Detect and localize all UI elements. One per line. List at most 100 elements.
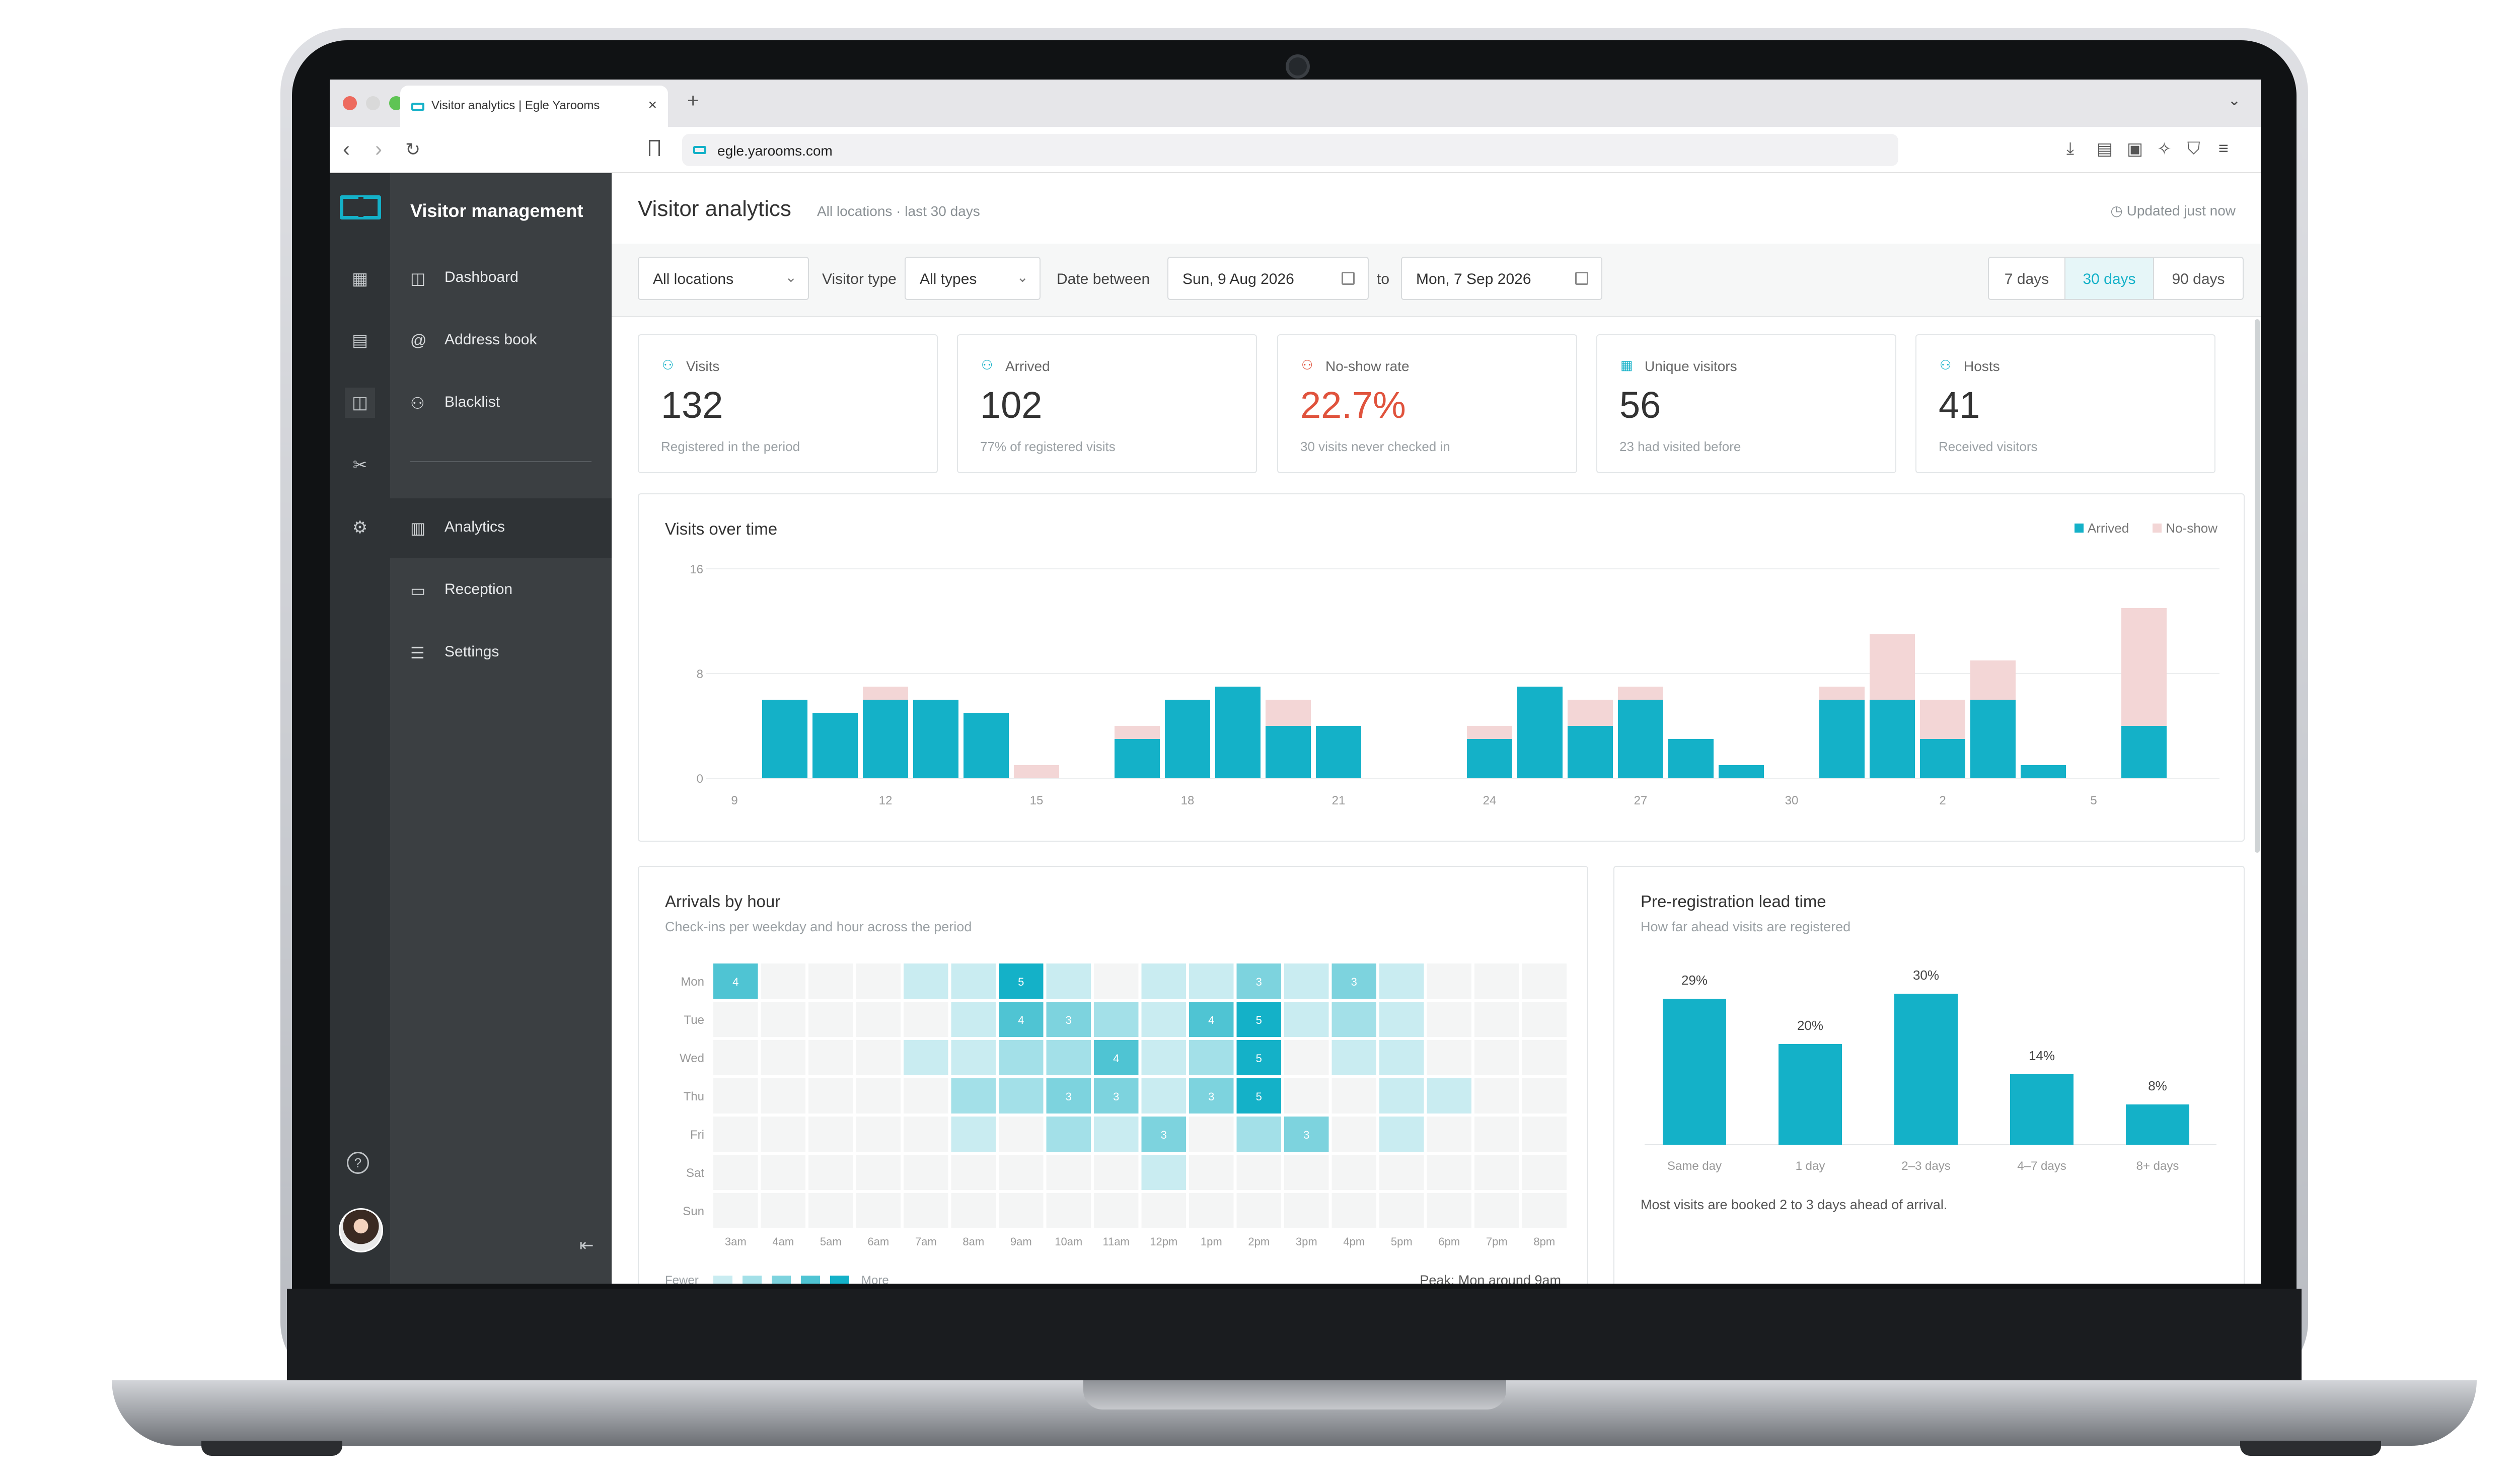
- heat-cell: [808, 1078, 853, 1114]
- heat-cell: [713, 1155, 758, 1190]
- address-bar[interactable]: egle.yarooms.com: [682, 134, 1898, 166]
- heat-cell: [1236, 1193, 1281, 1228]
- help-icon[interactable]: ?: [347, 1152, 369, 1174]
- bar-arrived: [1970, 700, 2016, 778]
- building-icon[interactable]: ▦: [351, 269, 368, 288]
- screen-chin: [287, 1289, 2302, 1389]
- lead-bar: [2010, 1074, 2074, 1145]
- heat-cell: [1284, 1193, 1329, 1228]
- sidebar-item-address-book[interactable]: @ Address book: [390, 311, 612, 370]
- heat-cell: [1379, 1002, 1424, 1037]
- browser-tab[interactable]: Visitor analytics | Egle Yarooms ×: [400, 86, 668, 127]
- site-icon: [693, 146, 706, 154]
- heatmap-svg: Mon 4 5 3 3 Tue 4 3 4 5 Wed 4 5 Thu 3 3 3 5 Fri 3 3 Sat Sun 3am…: [680, 963, 1567, 1284]
- gear-icon[interactable]: ⚙: [352, 518, 368, 537]
- collapse-sidebar-icon[interactable]: ⇤: [579, 1236, 594, 1255]
- wallet-icon[interactable]: ▣: [2127, 139, 2143, 159]
- sidebar-item-dashboard[interactable]: ◫ Dashboard: [390, 249, 612, 308]
- main-content: Visitor analytics All locations · last 3…: [612, 173, 2261, 1284]
- heat-cell: [1427, 963, 1471, 999]
- bookmark-icon[interactable]: [649, 140, 660, 156]
- range-90-days-button[interactable]: 90 days: [2153, 257, 2244, 300]
- heat-cell: [951, 1193, 996, 1228]
- avatar[interactable]: [339, 1208, 383, 1252]
- bar-arrived: [1568, 726, 1613, 778]
- bar-arrived: [2121, 726, 2167, 778]
- heat-cell-value: 3: [1256, 976, 1262, 988]
- heat-cell: [1094, 1040, 1139, 1075]
- heat-cell: [1284, 1117, 1329, 1152]
- sidebar: ▦ ▤ ◫ ✂ ⚙ ? Visitor management ◫ Dashboa…: [330, 173, 612, 1284]
- legend-label-arrived: Arrived: [2087, 521, 2129, 536]
- sidebar-item-label: Reception: [445, 581, 513, 598]
- tools-icon[interactable]: ✂: [352, 456, 367, 475]
- column-label: 6am: [867, 1235, 889, 1248]
- chart-subtitle: Check-ins per weekday and hour across th…: [665, 919, 972, 934]
- new-tab-icon[interactable]: +: [687, 90, 699, 112]
- bar-no-show: [1266, 700, 1311, 726]
- sidebar-toggle-icon[interactable]: ▤: [2097, 139, 2113, 159]
- range-7-days-button[interactable]: 7 days: [1988, 257, 2065, 300]
- bar-arrived: [812, 713, 858, 778]
- heat-cell: [761, 1078, 805, 1114]
- column-label: 6pm: [1438, 1235, 1460, 1248]
- category-label: 4–7 days: [2017, 1159, 2066, 1173]
- chevron-down-icon[interactable]: ⌄: [2228, 92, 2241, 109]
- category-label: 2–3 days: [1901, 1159, 1950, 1173]
- clock-icon: ◷: [2110, 203, 2127, 218]
- yarooms-logo-icon[interactable]: [340, 195, 381, 219]
- hosts-icon: ⚇: [1940, 357, 1952, 373]
- heat-cell: [1236, 963, 1281, 999]
- minimize-window-button[interactable]: [366, 96, 380, 110]
- browser-window: Visitor analytics | Egle Yarooms × + ⌄ ‹…: [330, 80, 2261, 1284]
- kpi-subtext: Received visitors: [1939, 439, 2038, 454]
- scrollbar[interactable]: [2255, 319, 2260, 853]
- close-window-button[interactable]: [343, 96, 357, 110]
- range-30-days-button[interactable]: 30 days: [2064, 257, 2154, 300]
- menu-icon[interactable]: ≡: [2218, 139, 2229, 158]
- x-tick-label: 12: [879, 794, 893, 807]
- heat-cell: [1046, 1155, 1091, 1190]
- heat-cell: [1379, 1040, 1424, 1075]
- sidebar-item-reception[interactable]: ▭ Reception: [390, 561, 612, 620]
- calendar-icon[interactable]: ▤: [351, 331, 368, 350]
- heat-cell: [1046, 1078, 1091, 1114]
- reload-icon[interactable]: ↻: [405, 139, 421, 160]
- date-to-value: Mon, 7 Sep 2026: [1416, 271, 1531, 287]
- date-from-input[interactable]: Sun, 9 Aug 2026: [1167, 257, 1369, 300]
- visitor-type-select[interactable]: All types ⌄: [905, 257, 1041, 300]
- lead-time-svg: 29% Same day 20% 1 day 30% 2–3 days 14% 4–7 day…: [1645, 968, 2216, 1173]
- sidebar-item-analytics[interactable]: ▥ Analytics: [390, 498, 612, 558]
- heat-cell: [761, 1040, 805, 1075]
- heat-cell: [904, 1155, 948, 1190]
- heat-cell: [1094, 1155, 1139, 1190]
- heat-cell: [808, 1193, 853, 1228]
- sidebar-item-settings[interactable]: ☰ Settings: [390, 623, 612, 683]
- heat-cell-value: 3: [1113, 1090, 1119, 1103]
- sliders-icon: ☰: [410, 644, 425, 662]
- close-tab-icon[interactable]: ×: [648, 97, 657, 113]
- back-icon[interactable]: ‹: [343, 137, 350, 161]
- ai-sparkle-icon[interactable]: ✧: [2157, 139, 2172, 159]
- download-icon[interactable]: ⤓: [2066, 139, 2075, 158]
- heat-cell: [1236, 1002, 1281, 1037]
- shield-icon[interactable]: ⛉: [2187, 139, 2200, 158]
- sidebar-item-blacklist[interactable]: ⚇ Blacklist: [390, 374, 612, 433]
- forward-icon[interactable]: ›: [375, 137, 382, 161]
- x-tick-label: 30: [1785, 794, 1799, 807]
- visitor-badge-icon[interactable]: ◫: [345, 388, 375, 418]
- chevron-down-icon: ⌄: [785, 269, 797, 285]
- bar-arrived: [1870, 700, 1915, 778]
- chart-title: Arrivals by hour: [665, 892, 781, 911]
- heat-cell: [1094, 1117, 1139, 1152]
- legend-label-no-show: No-show: [2166, 521, 2217, 536]
- column-label: 2pm: [1248, 1235, 1270, 1248]
- heat-cell: [904, 1193, 948, 1228]
- heat-cell-value: 4: [1018, 1014, 1024, 1026]
- heat-cell: [1094, 1002, 1139, 1037]
- date-to-input[interactable]: Mon, 7 Sep 2026: [1401, 257, 1602, 300]
- heat-cell: [856, 1117, 901, 1152]
- location-select[interactable]: All locations ⌄: [638, 257, 809, 300]
- row-label: Fri: [690, 1128, 704, 1142]
- bar-arrived: [1165, 700, 1210, 778]
